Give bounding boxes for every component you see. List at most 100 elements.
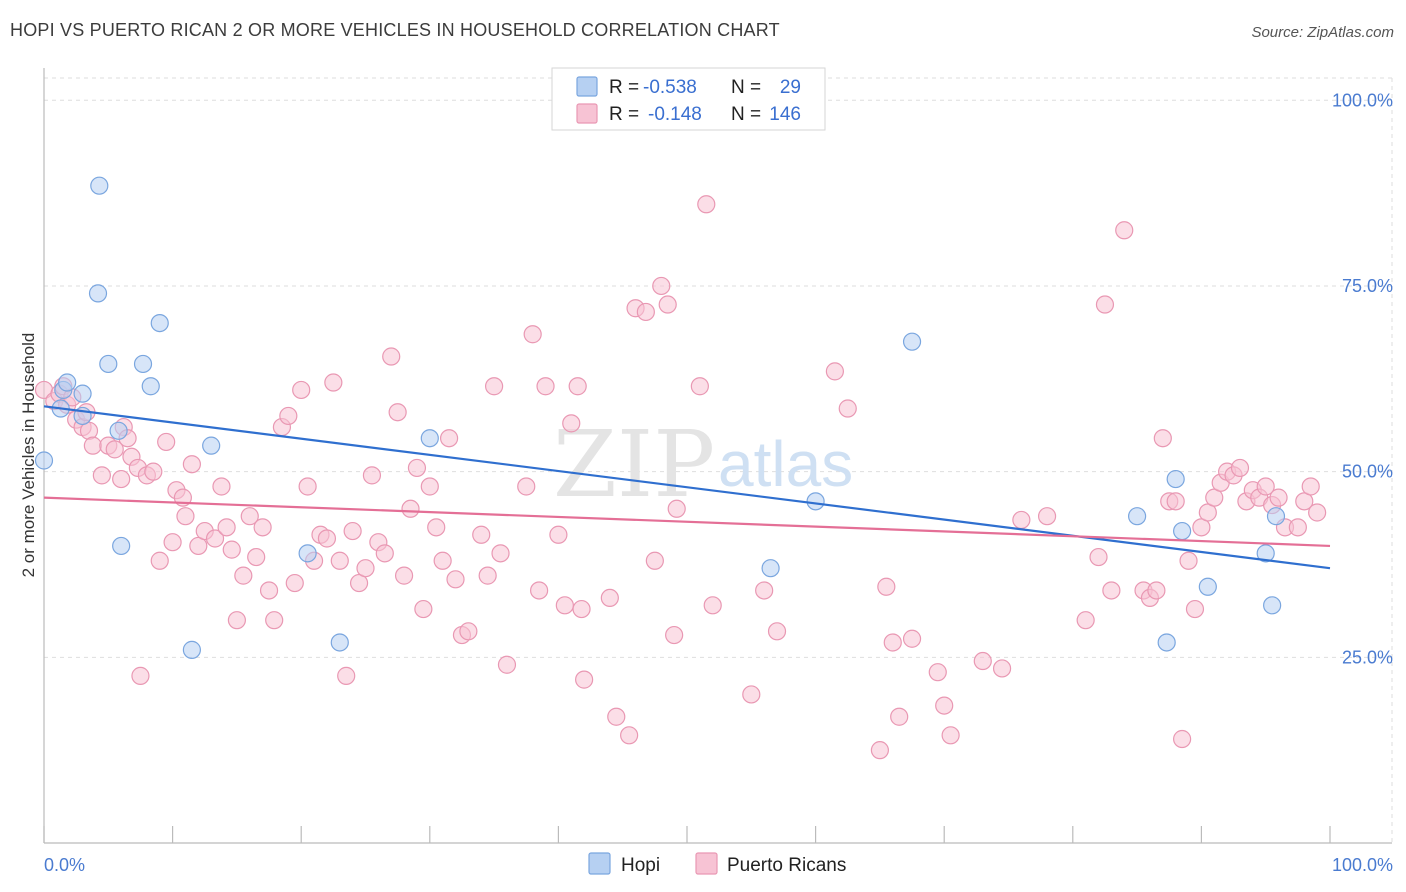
data-point <box>112 469 131 489</box>
data-point <box>88 284 108 303</box>
data-point <box>1037 507 1057 526</box>
data-point <box>92 466 111 485</box>
data-point <box>1185 599 1205 619</box>
data-point <box>1012 510 1031 530</box>
data-point <box>298 477 317 496</box>
data-point <box>1230 458 1250 478</box>
data-point <box>690 377 709 396</box>
data-point <box>825 362 844 381</box>
data-point <box>761 559 780 578</box>
legend-r-label-pr: R = <box>609 104 639 125</box>
data-point <box>1256 544 1275 563</box>
legend-n-label-pr: N = <box>731 104 761 125</box>
y-axis-label: 2 or more Vehicles in Household <box>19 333 38 578</box>
tick-labels: 0.0% 100.0% 25.0% 50.0% 75.0% 100.0% <box>44 90 1393 875</box>
watermark-atlas: atlas <box>718 428 853 500</box>
chart-title: HOPI VS PUERTO RICAN 2 OR MORE VEHICLES … <box>10 20 780 40</box>
y-tick-label: 25.0% <box>1342 647 1393 667</box>
data-point <box>401 499 420 518</box>
legend-r-value-hopi: -0.538 <box>643 77 697 98</box>
data-point <box>1147 581 1166 600</box>
data-point <box>90 176 109 195</box>
data-point <box>600 588 619 608</box>
x-tick-label-min: 0.0% <box>44 855 85 875</box>
watermark-zip: ZIP <box>553 411 715 518</box>
data-point <box>1089 547 1108 567</box>
data-point <box>1115 221 1134 240</box>
data-point <box>636 302 655 322</box>
trend-line-puerto-ricans <box>43 496 1331 548</box>
data-point <box>133 354 153 374</box>
data-point <box>620 726 639 745</box>
data-point <box>838 399 857 418</box>
correlation-legend: R = -0.538 N = 29 R = -0.148 N = 146 <box>551 67 826 131</box>
source-label: Source: ZipAtlas.com <box>1251 24 1394 41</box>
data-point <box>433 551 452 570</box>
data-point <box>227 611 246 630</box>
data-point <box>1102 581 1121 600</box>
data-point <box>105 440 124 459</box>
data-point <box>491 544 510 563</box>
data-point <box>182 640 201 659</box>
watermark: ZIP atlas <box>553 411 853 518</box>
data-point <box>247 547 266 567</box>
legend-swatch-pr <box>576 103 598 124</box>
data-point <box>1256 477 1275 496</box>
data-point <box>478 566 497 585</box>
data-point <box>890 707 909 726</box>
data-point <box>446 570 465 589</box>
data-point <box>375 544 394 563</box>
data-point <box>1266 507 1286 526</box>
data-point <box>202 436 221 455</box>
data-point <box>472 525 491 544</box>
trend-lines <box>43 405 1331 570</box>
data-point <box>58 373 77 392</box>
data-point <box>298 544 317 563</box>
data-point <box>1095 295 1115 314</box>
data-point <box>523 325 542 344</box>
data-point <box>427 518 446 537</box>
trend-line-hopi <box>43 405 1331 570</box>
data-point <box>279 406 298 426</box>
data-point <box>555 596 574 615</box>
data-point <box>317 529 337 548</box>
data-point <box>941 726 960 745</box>
data-point <box>497 655 517 674</box>
data-point <box>1157 633 1176 652</box>
data-point <box>131 666 150 685</box>
data-point <box>330 633 349 652</box>
data-point <box>992 659 1012 678</box>
series-puerto-ricans-points <box>34 195 1327 760</box>
data-point <box>902 629 922 648</box>
data-point <box>330 551 349 570</box>
data-point <box>562 414 581 433</box>
data-point <box>1173 521 1192 541</box>
data-point <box>877 577 896 596</box>
series-legend: Hopi Puerto Ricans <box>588 852 846 876</box>
data-point <box>234 566 253 585</box>
data-point <box>667 499 686 518</box>
data-point <box>182 455 201 474</box>
bottom-legend-label-hopi: Hopi <box>621 855 660 876</box>
series-hopi-points <box>34 176 1286 659</box>
data-point <box>176 507 195 526</box>
data-point <box>572 599 591 619</box>
data-point <box>652 276 671 296</box>
data-point <box>1308 503 1327 522</box>
data-point <box>1166 492 1185 511</box>
bottom-legend-swatch-hopi <box>588 852 611 875</box>
legend-r-value-pr: -0.148 <box>648 104 702 125</box>
data-point <box>1076 611 1095 630</box>
data-point <box>407 458 427 478</box>
data-point <box>205 529 225 548</box>
data-point <box>530 581 549 600</box>
data-point <box>388 403 407 422</box>
data-point <box>1153 429 1172 448</box>
data-point <box>973 651 992 671</box>
data-point <box>362 466 382 485</box>
data-point <box>1173 729 1192 749</box>
data-point <box>568 377 587 396</box>
data-point <box>645 551 664 570</box>
data-point <box>394 566 414 585</box>
data-point <box>259 581 279 600</box>
